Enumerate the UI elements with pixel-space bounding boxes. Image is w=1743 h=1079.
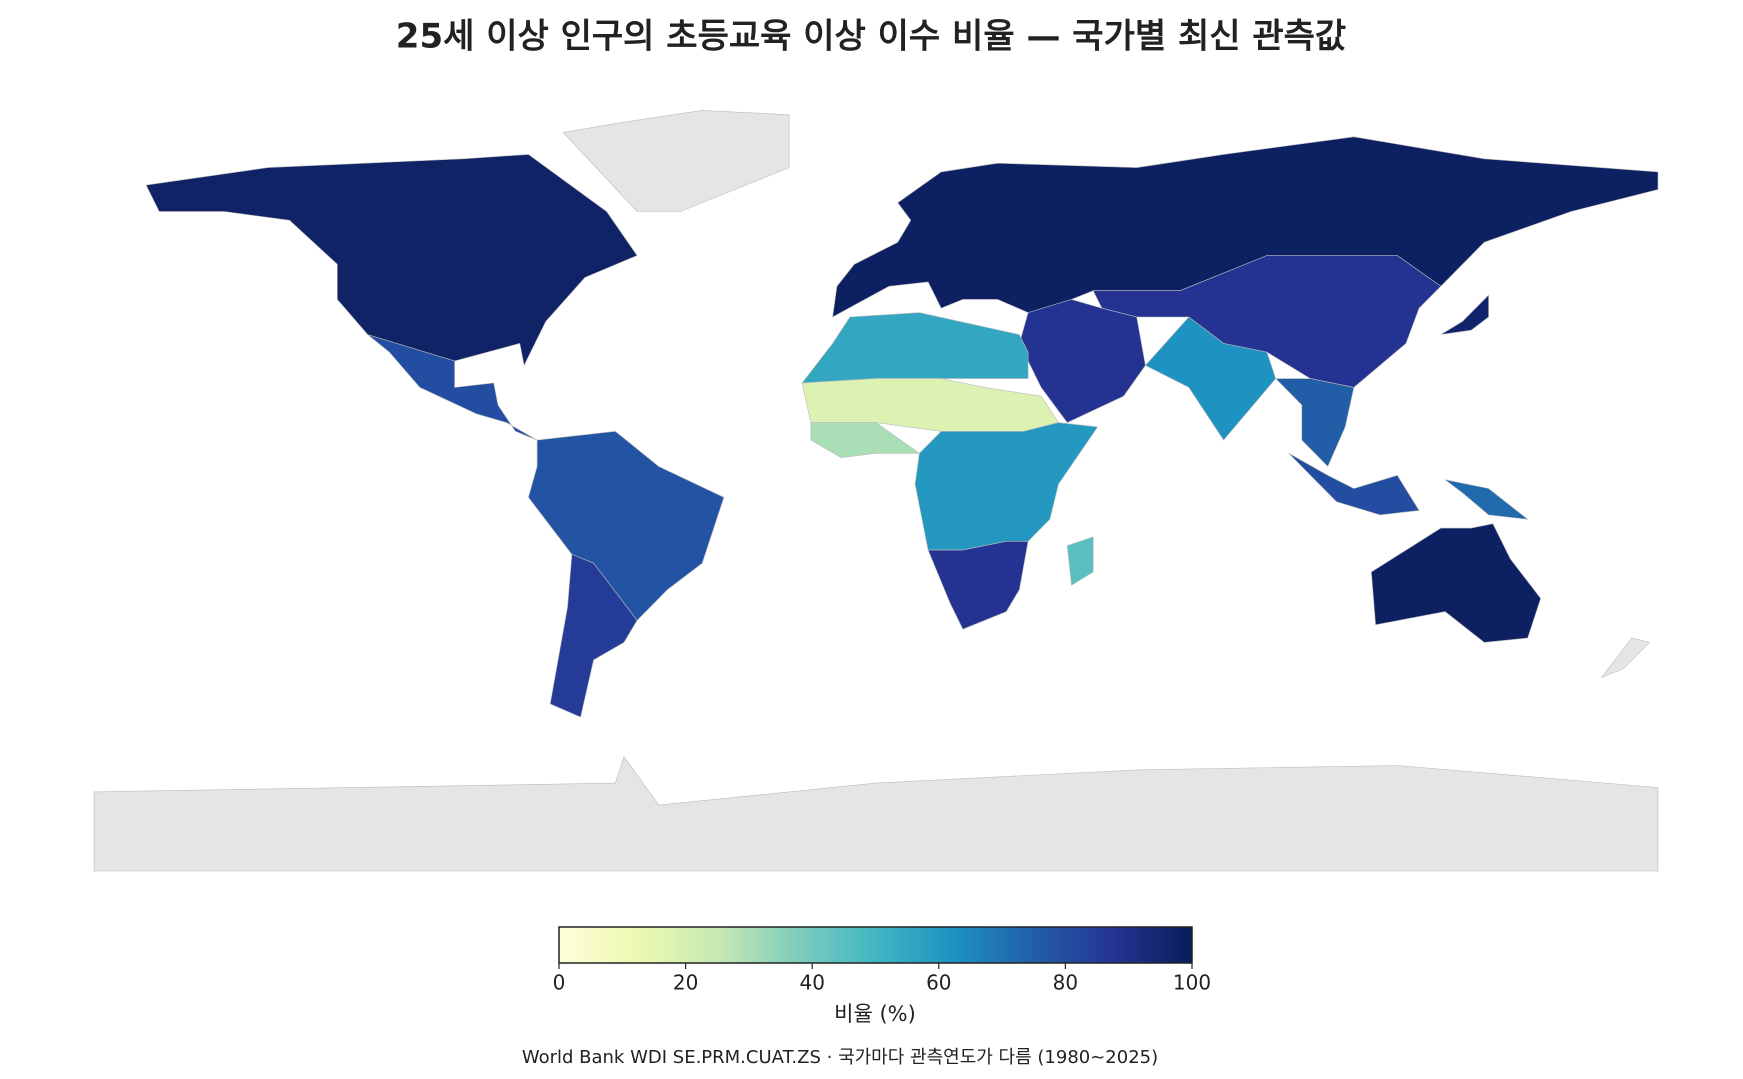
colorbar-title: 비율 (%) — [834, 1002, 916, 1026]
region — [1440, 294, 1489, 335]
region — [549, 553, 638, 718]
region — [1019, 299, 1146, 423]
colorbar-tick-label: 80 — [1053, 971, 1078, 995]
colorbar-tick-label: 40 — [799, 971, 824, 995]
region — [927, 540, 1029, 630]
region — [832, 136, 1659, 318]
region — [562, 110, 790, 212]
map — [93, 110, 1659, 872]
colorbar-tick-label: 100 — [1173, 971, 1211, 995]
colorbar-tick-label: 20 — [673, 971, 698, 995]
region — [810, 422, 921, 459]
colorbar-axis: 0 20 40 60 80 100 — [553, 963, 1211, 995]
colorbar-tick-label: 60 — [926, 971, 951, 995]
region — [1370, 523, 1542, 643]
region — [1288, 453, 1420, 516]
colorbar-tick-label: 0 — [553, 971, 566, 995]
region — [1444, 479, 1529, 520]
region — [801, 312, 1029, 384]
region — [1066, 536, 1094, 586]
region — [528, 430, 725, 621]
region — [145, 154, 638, 367]
colorbar — [558, 926, 1193, 964]
chart-title: 25세 이상 인구의 초등교육 이상 이수 비율 — 국가별 최신 관측값 — [396, 17, 1346, 57]
region — [367, 334, 538, 441]
region — [914, 422, 1099, 551]
source-note: World Bank WDI SE.PRM.CUAT.ZS · 국가마다 관측연… — [522, 1047, 1158, 1068]
region — [1600, 637, 1650, 679]
region — [1144, 316, 1277, 441]
region — [1274, 378, 1355, 468]
region — [93, 756, 1659, 872]
